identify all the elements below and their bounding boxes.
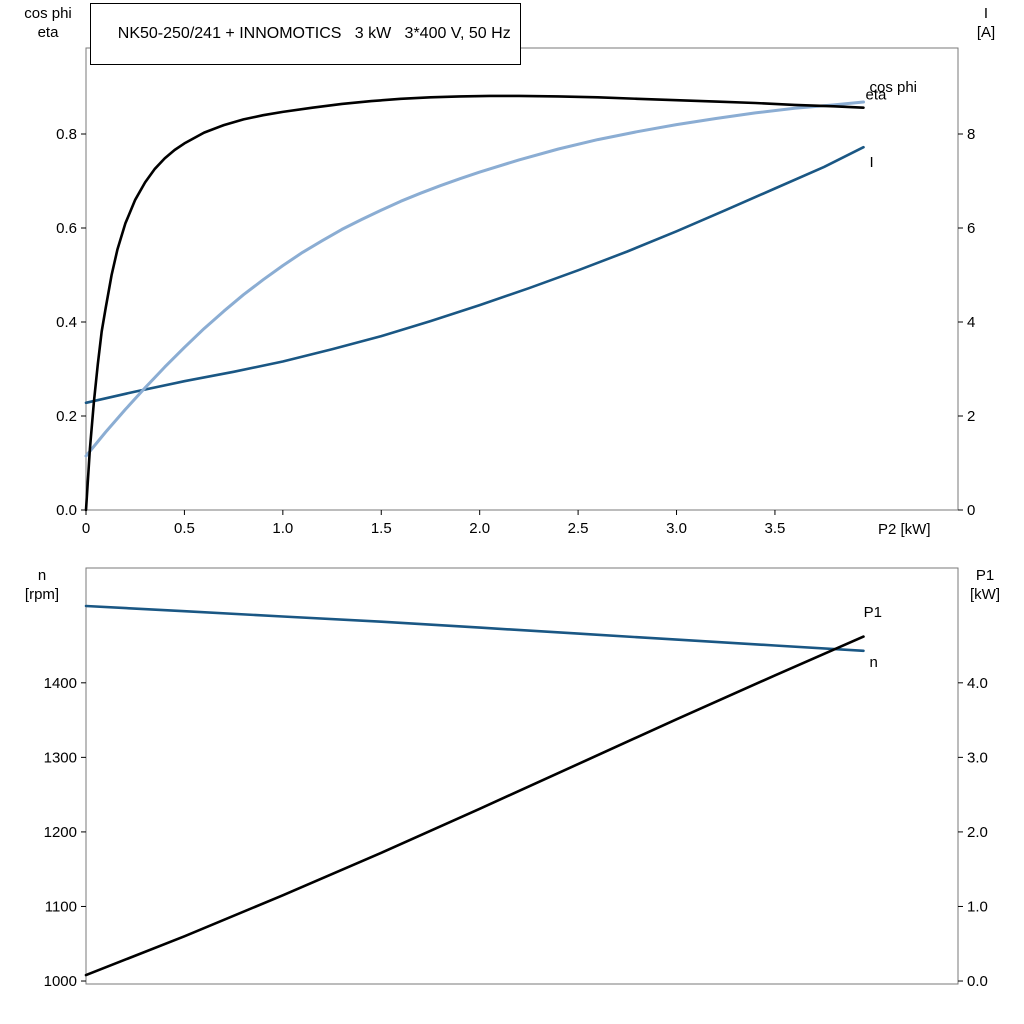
p1-curve-label: P1 xyxy=(864,604,882,621)
left-tick-label: 0.6 xyxy=(56,220,77,237)
cos-phi-curve-label: cos phi xyxy=(869,79,917,96)
x-tick-label: 1.0 xyxy=(272,520,293,537)
x-tick-label: 2.0 xyxy=(469,520,490,537)
right-axis-title-bottom-chart: P1 [kW] xyxy=(954,566,1016,604)
right-tick-label: 6 xyxy=(967,220,975,237)
x-tick-label: 0 xyxy=(82,520,90,537)
speed-curve-label: n xyxy=(869,654,877,671)
left-axis-title-top-chart: cos phi eta xyxy=(6,4,90,42)
left-tick-label: 1200 xyxy=(44,824,77,841)
left-tick-label: 0.4 xyxy=(56,314,77,331)
left-tick-label: 1000 xyxy=(44,973,77,990)
x-tick-label: 3.0 xyxy=(666,520,687,537)
x-tick-label: 1.5 xyxy=(371,520,392,537)
left-tick-label: 0.2 xyxy=(56,408,77,425)
chart-title-box: NK50-250/241 + INNOMOTICS 3 kW 3*400 V, … xyxy=(90,3,521,65)
x-axis-label: P2 [kW] xyxy=(878,521,931,538)
x-tick-label: 3.5 xyxy=(765,520,786,537)
cos-phi-axis-label: cos phi xyxy=(24,5,72,22)
speed-axis-label: n xyxy=(37,567,47,584)
speed-curve xyxy=(84,604,865,653)
x-tick-label: 2.5 xyxy=(568,520,589,537)
p1-unit-label: [kW] xyxy=(970,586,1000,603)
current-axis-label: I xyxy=(983,5,989,22)
eta-curve xyxy=(84,94,865,512)
plot-frame xyxy=(85,47,959,511)
left-tick-label: 0.0 xyxy=(56,502,77,519)
right-tick-label: 4 xyxy=(967,314,975,331)
x-tick-label: 0.5 xyxy=(174,520,195,537)
current-curve xyxy=(84,145,865,405)
right-tick-label: 3.0 xyxy=(967,749,988,766)
cos-phi-curve xyxy=(84,100,865,458)
left-tick-label: 0.8 xyxy=(56,126,77,143)
right-axis-title-top-chart: I [A] xyxy=(956,4,1016,42)
current-unit-label: [A] xyxy=(976,24,996,41)
eta-axis-label: eta xyxy=(37,24,59,41)
chart-title: NK50-250/241 + INNOMOTICS 3 kW 3*400 V, … xyxy=(117,25,511,42)
right-tick-label: 0.0 xyxy=(967,973,988,990)
p1-axis-label: P1 xyxy=(975,567,995,584)
eta-curve-label: eta xyxy=(866,87,888,104)
right-tick-label: 2.0 xyxy=(967,824,988,841)
right-tick-label: 4.0 xyxy=(967,675,988,692)
left-tick-label: 1100 xyxy=(45,898,77,915)
right-tick-label: 0 xyxy=(967,502,975,519)
p1-curve xyxy=(84,635,865,977)
left-tick-label: 1400 xyxy=(44,675,77,692)
current-curve-label: I xyxy=(869,154,873,171)
right-tick-label: 1.0 xyxy=(967,898,988,915)
left-axis-title-bottom-chart: n [rpm] xyxy=(8,566,76,604)
left-tick-label: 1300 xyxy=(44,749,77,766)
right-tick-label: 2 xyxy=(967,408,975,425)
plot-frame xyxy=(85,567,959,985)
speed-unit-label: [rpm] xyxy=(24,586,60,603)
right-tick-label: 8 xyxy=(967,126,975,143)
